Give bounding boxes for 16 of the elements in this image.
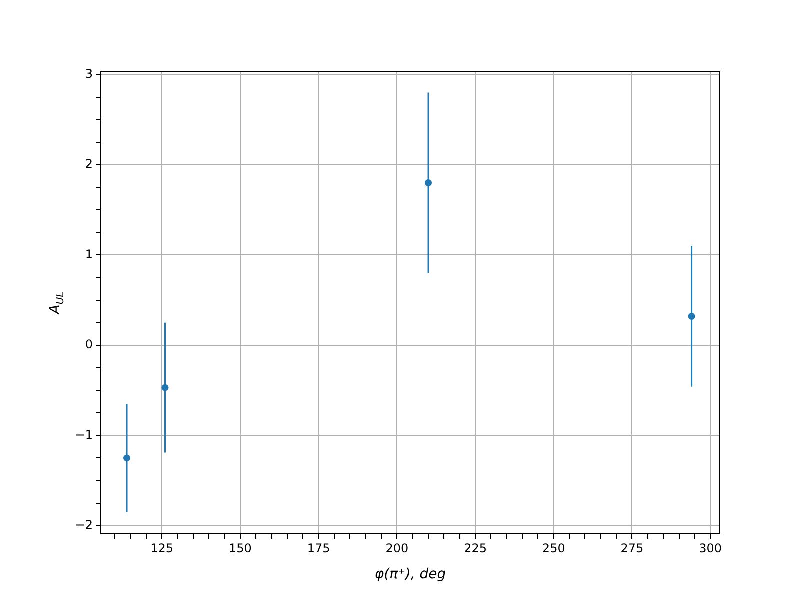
y-tick-label: 2 xyxy=(85,157,93,172)
x-axis-title: φ(π⁺), deg xyxy=(374,566,446,583)
x-tick-label: 250 xyxy=(542,541,566,556)
x-tick-label: 200 xyxy=(386,541,409,556)
y-tick-label: −1 xyxy=(75,428,93,442)
x-tick-label: 300 xyxy=(699,541,722,556)
y-tick-label: 3 xyxy=(85,66,93,81)
y-tick-label: 0 xyxy=(85,338,93,352)
x-tick-label: 125 xyxy=(150,541,174,556)
x-tick-label: 275 xyxy=(620,541,644,556)
x-tick-label: 225 xyxy=(464,541,487,556)
x-tick-label: 175 xyxy=(307,541,330,556)
y-tick-label: −2 xyxy=(75,518,93,532)
y-axis-title: AUL xyxy=(48,292,67,316)
x-tick-label: 150 xyxy=(229,541,252,556)
y-tick-label: 1 xyxy=(85,247,93,262)
